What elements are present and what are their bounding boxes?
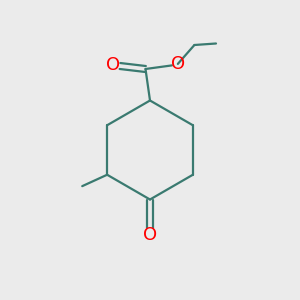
Text: O: O [106,56,121,74]
Text: O: O [143,226,157,244]
Text: O: O [171,55,186,73]
